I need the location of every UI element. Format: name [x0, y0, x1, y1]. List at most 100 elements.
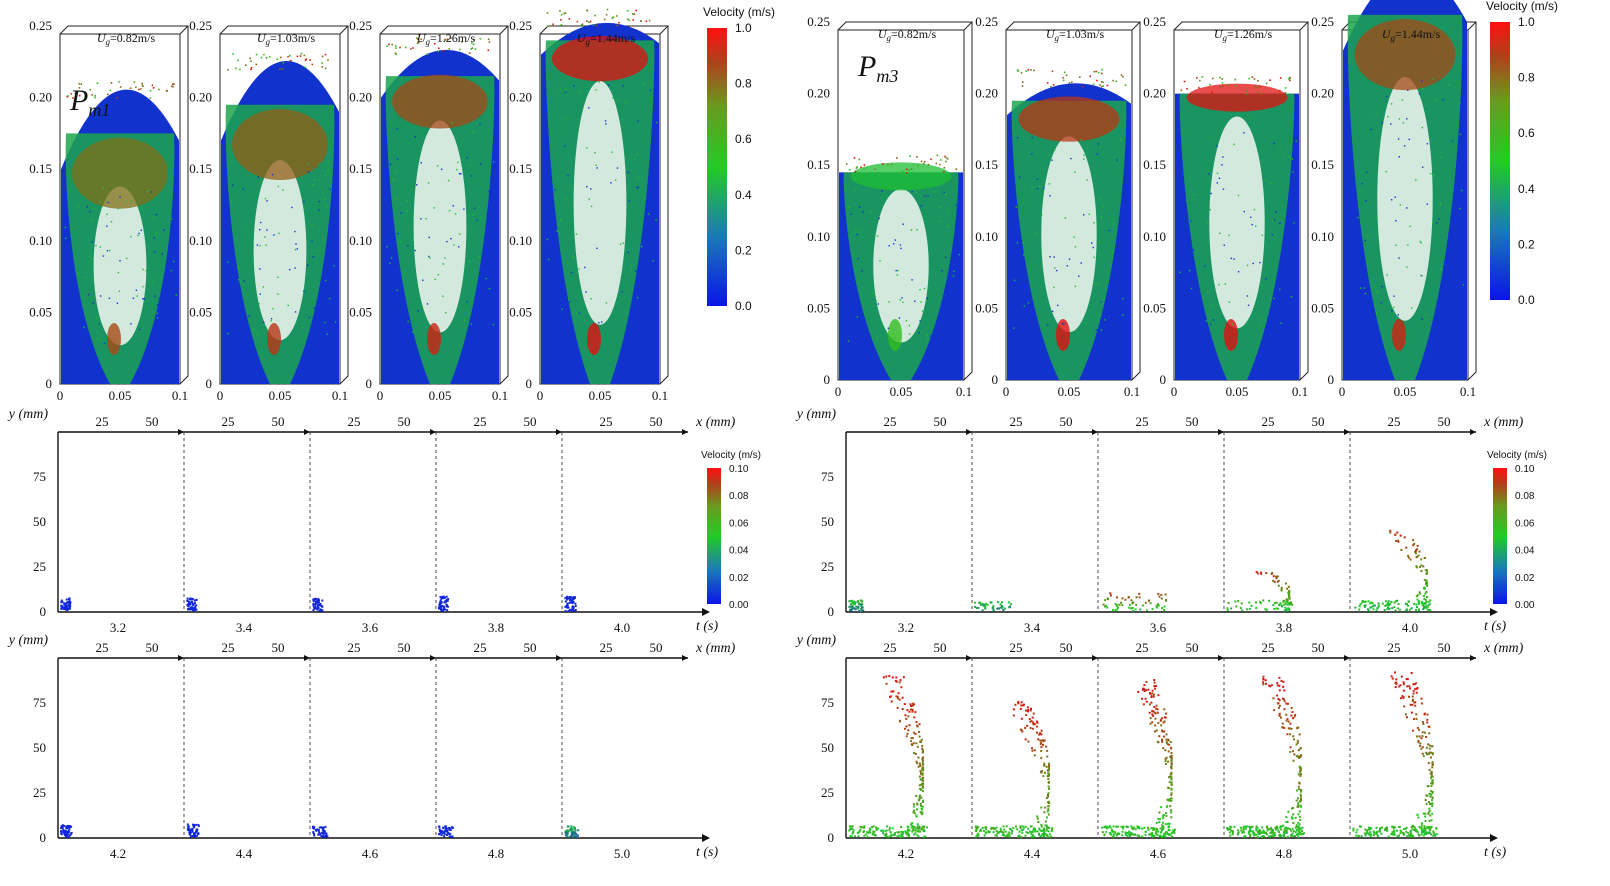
particle-dot — [1364, 239, 1366, 242]
particle-dot — [328, 297, 331, 300]
particle-dot — [887, 163, 889, 166]
tracer-particle — [1226, 827, 1229, 830]
tracer-particle — [1159, 718, 1162, 721]
tracer-particle — [65, 835, 68, 838]
particle-dot — [394, 171, 396, 173]
tracer-particle — [1287, 607, 1290, 610]
particle-dot — [1363, 287, 1365, 289]
column-edge — [963, 21, 973, 31]
particle-dot — [291, 206, 293, 209]
particle-dot — [478, 255, 481, 258]
tracer-particle — [1290, 834, 1293, 837]
t-axis-title: t (s) — [1484, 619, 1507, 634]
tracer-particle — [1009, 827, 1012, 830]
tracer-particle — [1293, 835, 1296, 838]
particle-dot — [276, 58, 279, 60]
particle-dot — [1100, 329, 1103, 331]
tracer-particle — [919, 770, 922, 773]
particle-dot — [649, 89, 652, 92]
tracer-particle — [1270, 830, 1273, 833]
tracer-particle — [1429, 814, 1432, 817]
tracer-particle — [914, 832, 917, 835]
tracer-particle — [1137, 835, 1140, 838]
x-tick-label: 25 — [1136, 414, 1149, 429]
tracer-particle — [1290, 816, 1293, 819]
tracer-panel: 25 505.0 — [1349, 640, 1476, 861]
tracer-particle — [575, 835, 578, 838]
particle-dot — [1021, 81, 1024, 83]
tracer-particle — [1046, 835, 1049, 838]
tracer-particle — [1149, 602, 1152, 605]
tracer-particle — [1170, 752, 1173, 755]
mixture-label: Pm1 — [69, 84, 110, 120]
tracer-particle — [915, 742, 918, 745]
particle-dot — [172, 85, 174, 88]
tracer-particle — [1115, 833, 1118, 836]
particle-dot — [99, 295, 102, 297]
tracer-particle — [564, 830, 567, 833]
tracer-particle — [1300, 829, 1303, 832]
tracer-particle — [1050, 828, 1053, 831]
particle-dot — [487, 213, 490, 215]
particle-dot — [265, 244, 267, 246]
tracer-particle — [1275, 607, 1278, 610]
tracer-particle — [1426, 713, 1429, 716]
tracer-particle — [1028, 718, 1031, 721]
particle-dot — [550, 281, 553, 284]
tracer-particle — [1160, 835, 1163, 838]
tracer-particle — [568, 601, 571, 604]
y-tick-label: 0 — [828, 604, 835, 619]
tracer-particle — [1286, 718, 1289, 721]
particle-dot — [1074, 330, 1076, 333]
particle-dot — [454, 213, 457, 215]
tracer-particle — [890, 690, 893, 693]
particle-dot — [560, 13, 563, 16]
tracer-particle — [907, 834, 910, 837]
particle-dot — [1415, 179, 1417, 181]
tracer-particle — [1112, 833, 1115, 836]
tracer-particle — [1167, 826, 1170, 829]
tracer-particle — [1277, 607, 1280, 610]
tracer-particle — [1124, 833, 1127, 836]
tracer-particle — [1107, 598, 1110, 601]
tracer-particle — [858, 609, 861, 612]
x-axis-arrow — [1218, 429, 1224, 435]
tracer-particle — [1378, 828, 1381, 831]
tracer-particle — [1402, 831, 1405, 834]
tracer-particle — [1396, 835, 1399, 838]
particle-dot — [565, 311, 567, 313]
tracer-velocity-colorbar: Velocity (m/s)0.000.020.040.060.080.10 — [701, 450, 761, 611]
tracer-particle — [1405, 609, 1408, 612]
particle-dot — [1271, 234, 1273, 236]
particle-dot — [1221, 85, 1224, 87]
particle-dot — [631, 13, 634, 15]
tracer-particle — [1158, 595, 1161, 598]
particle-dot — [94, 96, 96, 99]
tracer-particle — [1018, 830, 1021, 833]
tracer-particle — [1047, 785, 1050, 788]
tracer-particle — [1297, 826, 1300, 829]
ug-subscript: g — [887, 33, 892, 43]
particle-dot — [1357, 216, 1359, 219]
time-label: 4.4 — [1024, 846, 1041, 861]
tracer-particle — [316, 599, 319, 602]
particle-dot — [72, 97, 74, 99]
tracer-particle — [1286, 827, 1289, 830]
tracer-particle — [1431, 805, 1434, 808]
particle-dot — [1201, 76, 1204, 78]
tracer-panel: 25 504.8 — [1223, 640, 1350, 861]
tracer-particle — [922, 826, 925, 829]
y-tick-label: 0.10 — [1311, 229, 1334, 244]
tracer-particle — [1047, 794, 1050, 797]
tracer-particle — [1230, 829, 1233, 832]
tracer-particle — [1377, 602, 1380, 605]
particle-dot — [287, 55, 289, 58]
particle-dot — [1025, 70, 1028, 72]
particle-dot — [155, 213, 158, 216]
tracer-panel: 25 504.4 — [183, 640, 310, 861]
tracer-particle — [1155, 704, 1158, 707]
y-tick-label: 0.10 — [1143, 229, 1166, 244]
particle-dot — [444, 38, 446, 41]
particle-dot — [1053, 149, 1056, 151]
tracer-particle — [566, 606, 569, 609]
